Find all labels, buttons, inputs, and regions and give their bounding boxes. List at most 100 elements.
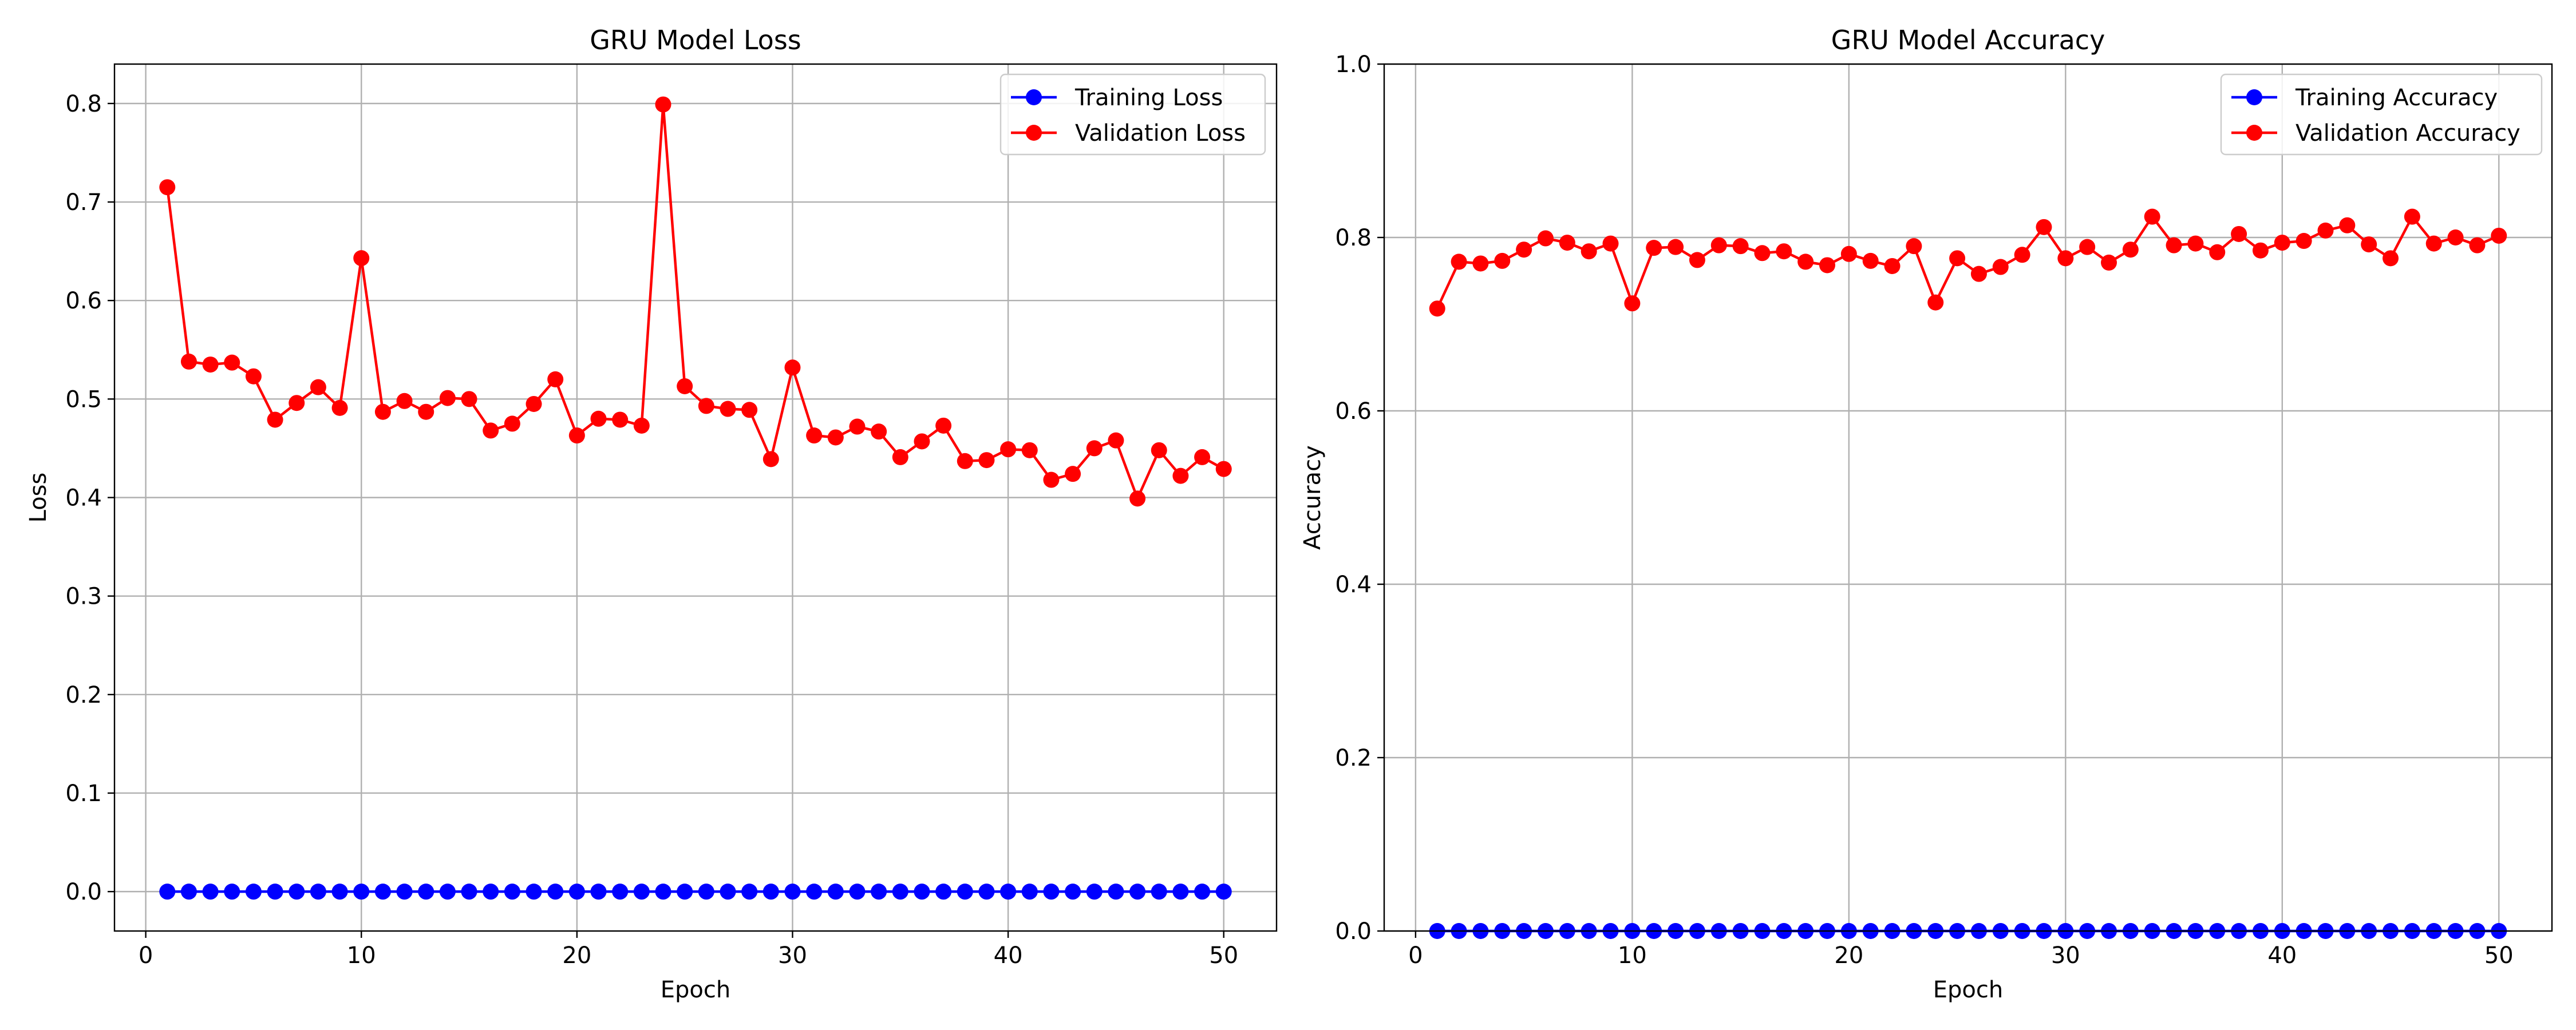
loss-y-tick-label: 0.5	[65, 386, 102, 413]
validation-loss-legend-label: Validation Loss	[1075, 120, 1246, 146]
validation-accuracy-point	[2036, 219, 2052, 235]
training-loss-point	[633, 884, 650, 900]
validation-loss-point	[633, 417, 650, 434]
training-loss-point	[612, 884, 629, 900]
training-loss-point	[159, 884, 176, 900]
validation-loss-point	[1000, 441, 1017, 458]
training-loss-point	[871, 884, 887, 900]
accuracy-x-tick-label: 30	[2051, 942, 2080, 969]
validation-accuracy-point	[2274, 235, 2290, 251]
training-loss-point	[1129, 884, 1146, 900]
loss-y-tick-label: 0.6	[65, 288, 102, 314]
validation-loss-point	[1129, 490, 1146, 507]
validation-loss-point	[762, 451, 779, 468]
training-loss-point	[504, 884, 520, 900]
validation-accuracy-point	[1668, 239, 1684, 255]
training-loss-point	[353, 884, 370, 900]
accuracy-x-axis-label: Epoch	[1933, 977, 2003, 1003]
accuracy-y-tick-label: 1.0	[1335, 52, 1372, 78]
validation-loss-point	[1194, 449, 1211, 465]
validation-loss-point	[526, 395, 542, 412]
validation-accuracy-point	[1646, 240, 1662, 256]
validation-loss-point	[461, 391, 477, 407]
training-loss-point	[289, 884, 305, 900]
training-loss-point	[245, 884, 262, 900]
training-loss-point	[483, 884, 499, 900]
validation-accuracy-legend-marker	[2246, 125, 2262, 141]
validation-loss-point	[439, 390, 456, 406]
accuracy-x-tick-label: 10	[1618, 942, 1647, 969]
validation-loss-point	[741, 402, 758, 418]
training-loss-point	[547, 884, 564, 900]
validation-loss-point	[374, 403, 391, 420]
validation-accuracy-point	[2101, 254, 2117, 271]
training-loss-point	[1021, 884, 1038, 900]
validation-loss-point	[590, 410, 607, 427]
validation-loss-point	[1172, 468, 1189, 484]
training-accuracy-legend-label: Training Accuracy	[2295, 85, 2498, 111]
training-loss-point	[914, 884, 930, 900]
training-loss-point	[698, 884, 714, 900]
validation-accuracy-point	[1537, 230, 1554, 247]
validation-accuracy-point	[1906, 238, 1922, 255]
validation-accuracy-point	[2383, 250, 2399, 267]
validation-loss-point	[1043, 472, 1060, 488]
validation-accuracy-point	[2447, 229, 2464, 245]
loss-y-tick-label: 0.1	[65, 781, 102, 807]
validation-accuracy-point	[1970, 266, 1987, 282]
training-loss-point	[1215, 884, 1232, 900]
accuracy-x-tick-label: 40	[2267, 942, 2297, 969]
validation-loss-point	[827, 429, 844, 446]
validation-loss-point	[568, 427, 585, 444]
training-loss-point	[957, 884, 973, 900]
accuracy-y-tick-label: 0.6	[1335, 398, 1372, 425]
validation-accuracy-point	[2425, 235, 2442, 252]
validation-accuracy-point	[2166, 237, 2182, 253]
validation-loss-point	[310, 379, 326, 395]
loss-y-tick-label: 0.0	[65, 879, 102, 905]
training-loss-point	[526, 884, 542, 900]
validation-loss-point	[892, 449, 908, 465]
validation-loss-point	[1065, 466, 1081, 482]
validation-loss-point	[202, 356, 219, 373]
validation-loss-point	[547, 371, 564, 387]
validation-loss-point	[483, 422, 499, 439]
validation-accuracy-point	[1581, 243, 1597, 260]
training-loss-point	[202, 884, 219, 900]
training-loss-point	[655, 884, 671, 900]
training-loss-point	[827, 884, 844, 900]
validation-loss-point	[1151, 442, 1167, 458]
training-loss-point	[1194, 884, 1211, 900]
accuracy-x-tick-label: 20	[1834, 942, 1863, 969]
validation-accuracy-line	[1436, 215, 2500, 310]
validation-accuracy-point	[2079, 239, 2096, 255]
training-loss-point	[741, 884, 758, 900]
validation-accuracy-point	[1559, 235, 1575, 251]
validation-accuracy-point	[1516, 241, 1532, 258]
accuracy-x-tick-label: 50	[2484, 942, 2514, 969]
training-loss-point	[720, 884, 736, 900]
validation-accuracy-point	[1451, 253, 1467, 270]
validation-accuracy-point	[1472, 255, 1489, 272]
validation-accuracy-point	[2296, 233, 2312, 249]
validation-accuracy-point	[1797, 253, 1814, 270]
training-loss-point	[310, 884, 326, 900]
training-loss-point	[762, 884, 779, 900]
validation-loss-point	[698, 398, 714, 414]
validation-loss-point	[612, 411, 629, 428]
training-accuracy-legend-marker	[2246, 89, 2262, 105]
validation-accuracy-point	[2491, 227, 2507, 244]
training-loss-point	[677, 884, 693, 900]
loss-x-tick-label: 0	[139, 942, 153, 969]
validation-loss-point	[914, 433, 930, 450]
loss-chart-title: GRU Model Loss	[590, 25, 801, 56]
validation-accuracy-point	[1494, 252, 1511, 269]
accuracy-y-tick-label: 0.4	[1335, 572, 1372, 598]
validation-loss-point	[224, 354, 240, 371]
validation-accuracy-point	[2057, 250, 2074, 267]
validation-accuracy-point	[2209, 244, 2226, 260]
validation-accuracy-point	[1624, 295, 1641, 312]
training-loss-point	[374, 884, 391, 900]
